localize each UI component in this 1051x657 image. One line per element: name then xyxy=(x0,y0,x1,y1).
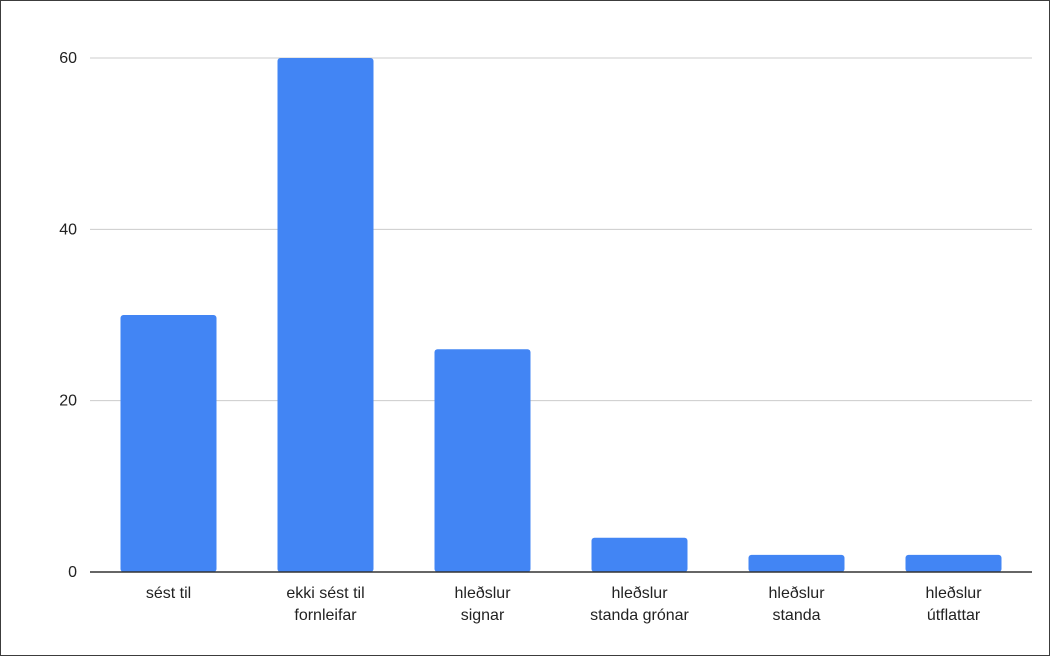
x-tick-label-line: signar xyxy=(461,607,505,624)
bar xyxy=(591,537,688,572)
x-tick-label-line: ekki sést til xyxy=(286,585,364,602)
x-tick-label-line: hleðslur xyxy=(454,585,511,602)
y-tick-label: 60 xyxy=(59,50,77,67)
x-tick-label: hleðslur standa grónar xyxy=(590,585,689,624)
bar xyxy=(120,315,217,572)
bar xyxy=(277,58,374,572)
bar xyxy=(434,349,531,572)
x-tick-label: hleðslur signar xyxy=(454,585,511,624)
x-tick-label-line: hleðslur xyxy=(925,585,982,602)
bar xyxy=(748,554,845,572)
x-tick-label-line: hleðslur xyxy=(768,585,825,602)
x-tick-label-line: hleðslur xyxy=(611,585,668,602)
x-tick-label: hleðslur útflattar xyxy=(925,585,982,624)
y-tick-label: 20 xyxy=(59,393,77,410)
x-tick-label-line: standa grónar xyxy=(590,607,689,624)
x-tick-label: ekki sést til fornleifar xyxy=(286,585,364,624)
y-tick-label: 0 xyxy=(68,564,77,581)
x-tick-label-line: útflattar xyxy=(927,607,981,624)
x-tick-label: hleðslur standa xyxy=(768,585,825,624)
x-tick-label-line: fornleifar xyxy=(294,607,357,624)
x-tick-label: sést til xyxy=(146,585,191,602)
x-tick-label-line: standa xyxy=(772,607,820,624)
y-tick-label: 40 xyxy=(59,221,77,238)
bar xyxy=(905,554,1002,572)
x-tick-label-line: sést til xyxy=(146,585,191,602)
